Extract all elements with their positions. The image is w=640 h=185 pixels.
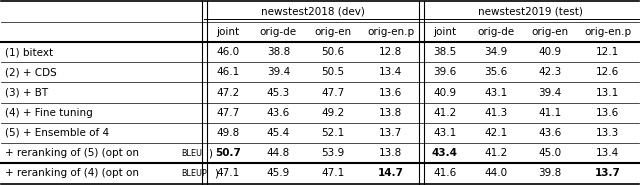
Text: 42.3: 42.3 (538, 67, 561, 77)
Text: 45.3: 45.3 (267, 88, 290, 97)
Text: newstest2018 (dev): newstest2018 (dev) (261, 6, 365, 16)
Text: ): ) (214, 169, 219, 179)
Text: 46.0: 46.0 (216, 47, 239, 57)
Text: 47.1: 47.1 (321, 169, 344, 179)
Text: 41.2: 41.2 (433, 108, 456, 118)
Text: 13.4: 13.4 (379, 67, 402, 77)
Text: 12.8: 12.8 (379, 47, 402, 57)
Text: orig-en: orig-en (314, 27, 351, 37)
Text: 49.2: 49.2 (321, 108, 344, 118)
Text: + reranking of (5) (opt on: + reranking of (5) (opt on (5, 148, 143, 158)
Text: 40.9: 40.9 (538, 47, 561, 57)
Text: 39.6: 39.6 (433, 67, 456, 77)
Text: 43.6: 43.6 (538, 128, 561, 138)
Text: 12.6: 12.6 (596, 67, 620, 77)
Text: 46.1: 46.1 (216, 67, 239, 77)
Text: 44.8: 44.8 (267, 148, 290, 158)
Text: 39.4: 39.4 (267, 67, 290, 77)
Text: (2) + CDS: (2) + CDS (5, 67, 57, 77)
Text: 43.4: 43.4 (432, 148, 458, 158)
Text: 13.7: 13.7 (379, 128, 402, 138)
Text: newstest2019 (test): newstest2019 (test) (477, 6, 582, 16)
Text: 13.6: 13.6 (596, 108, 620, 118)
Text: orig-de: orig-de (260, 27, 297, 37)
Text: 45.9: 45.9 (267, 169, 290, 179)
Text: joint: joint (216, 27, 239, 37)
Text: 39.8: 39.8 (538, 169, 561, 179)
Text: 42.1: 42.1 (484, 128, 508, 138)
Text: 14.7: 14.7 (378, 169, 404, 179)
Text: 43.6: 43.6 (267, 108, 290, 118)
Text: BLEUP: BLEUP (182, 169, 207, 178)
Text: 50.7: 50.7 (215, 148, 241, 158)
Text: 47.1: 47.1 (216, 169, 239, 179)
Text: 13.8: 13.8 (379, 148, 402, 158)
Text: BLEU: BLEU (182, 149, 202, 158)
Text: (1) bitext: (1) bitext (5, 47, 53, 57)
Text: 41.1: 41.1 (538, 108, 561, 118)
Text: ): ) (209, 148, 212, 158)
Text: 41.2: 41.2 (484, 148, 508, 158)
Text: 38.5: 38.5 (433, 47, 456, 57)
Text: 50.6: 50.6 (321, 47, 344, 57)
Text: 13.8: 13.8 (379, 108, 402, 118)
Text: orig-de: orig-de (477, 27, 514, 37)
Text: 13.3: 13.3 (596, 128, 620, 138)
Text: 49.8: 49.8 (216, 128, 239, 138)
Text: 52.1: 52.1 (321, 128, 344, 138)
Text: joint: joint (433, 27, 456, 37)
Text: 13.7: 13.7 (595, 169, 621, 179)
Text: orig-en.p: orig-en.p (584, 27, 632, 37)
Text: 13.1: 13.1 (596, 88, 620, 97)
Text: 38.8: 38.8 (267, 47, 290, 57)
Text: 53.9: 53.9 (321, 148, 344, 158)
Text: (3) + BT: (3) + BT (5, 88, 49, 97)
Text: 45.4: 45.4 (267, 128, 290, 138)
Text: (4) + Fine tuning: (4) + Fine tuning (5, 108, 93, 118)
Text: orig-en: orig-en (531, 27, 568, 37)
Text: 45.0: 45.0 (538, 148, 561, 158)
Text: + reranking of (4) (opt on: + reranking of (4) (opt on (5, 169, 143, 179)
Text: 40.9: 40.9 (433, 88, 456, 97)
Text: (5) + Ensemble of 4: (5) + Ensemble of 4 (5, 128, 109, 138)
Text: 47.2: 47.2 (216, 88, 239, 97)
Text: 34.9: 34.9 (484, 47, 508, 57)
Text: 35.6: 35.6 (484, 67, 508, 77)
Text: 39.4: 39.4 (538, 88, 561, 97)
Text: 13.6: 13.6 (379, 88, 402, 97)
Text: 41.6: 41.6 (433, 169, 456, 179)
Text: 43.1: 43.1 (433, 128, 456, 138)
Text: 41.3: 41.3 (484, 108, 508, 118)
Text: 47.7: 47.7 (321, 88, 344, 97)
Text: 12.1: 12.1 (596, 47, 620, 57)
Text: 13.4: 13.4 (596, 148, 620, 158)
Text: 47.7: 47.7 (216, 108, 239, 118)
Text: 50.5: 50.5 (321, 67, 344, 77)
Text: orig-en.p: orig-en.p (367, 27, 414, 37)
Text: 44.0: 44.0 (484, 169, 507, 179)
Text: 43.1: 43.1 (484, 88, 508, 97)
